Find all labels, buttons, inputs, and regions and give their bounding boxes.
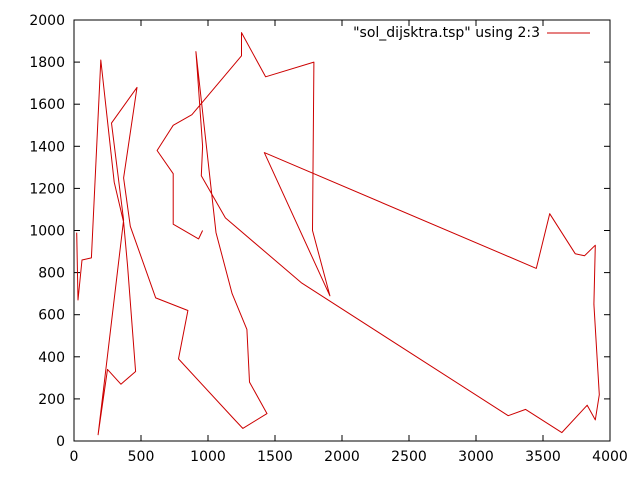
series-line: [76, 32, 600, 436]
x-tick-label: 3500: [525, 449, 561, 465]
y-tick-label: 800: [38, 266, 65, 282]
y-tick-label: 1200: [29, 181, 65, 197]
x-tick-label: 0: [70, 449, 79, 465]
x-tick-label: 1000: [190, 449, 226, 465]
x-tick-label: 2500: [391, 449, 427, 465]
legend-label: "sol_dijsktra.tsp" using 2:3: [353, 25, 540, 41]
y-tick-label: 1800: [29, 55, 65, 71]
axis-ticks: 0 500 1000 1500 2000 2500 3000 3500 4000 0 200 400 6…: [29, 13, 627, 465]
y-tick-label: 1600: [29, 97, 65, 113]
x-tick-label: 500: [128, 449, 155, 465]
y-tick-label: 1400: [29, 139, 65, 155]
legend: "sol_dijsktra.tsp" using 2:3: [353, 25, 590, 41]
x-tick-label: 1500: [257, 449, 293, 465]
x-tick-label: 4000: [592, 449, 628, 465]
y-tick-label: 400: [38, 350, 65, 366]
y-tick-label: 200: [38, 392, 65, 408]
x-tick-label: 2000: [324, 449, 360, 465]
y-tick-label: 600: [38, 308, 65, 324]
y-tick-label: 2000: [29, 13, 65, 29]
x-tick-label: 3000: [458, 449, 494, 465]
y-tick-label: 0: [56, 434, 65, 450]
series-layer: [76, 32, 600, 436]
plot-frame: [73, 19, 611, 442]
y-tick-label: 1000: [29, 224, 65, 240]
